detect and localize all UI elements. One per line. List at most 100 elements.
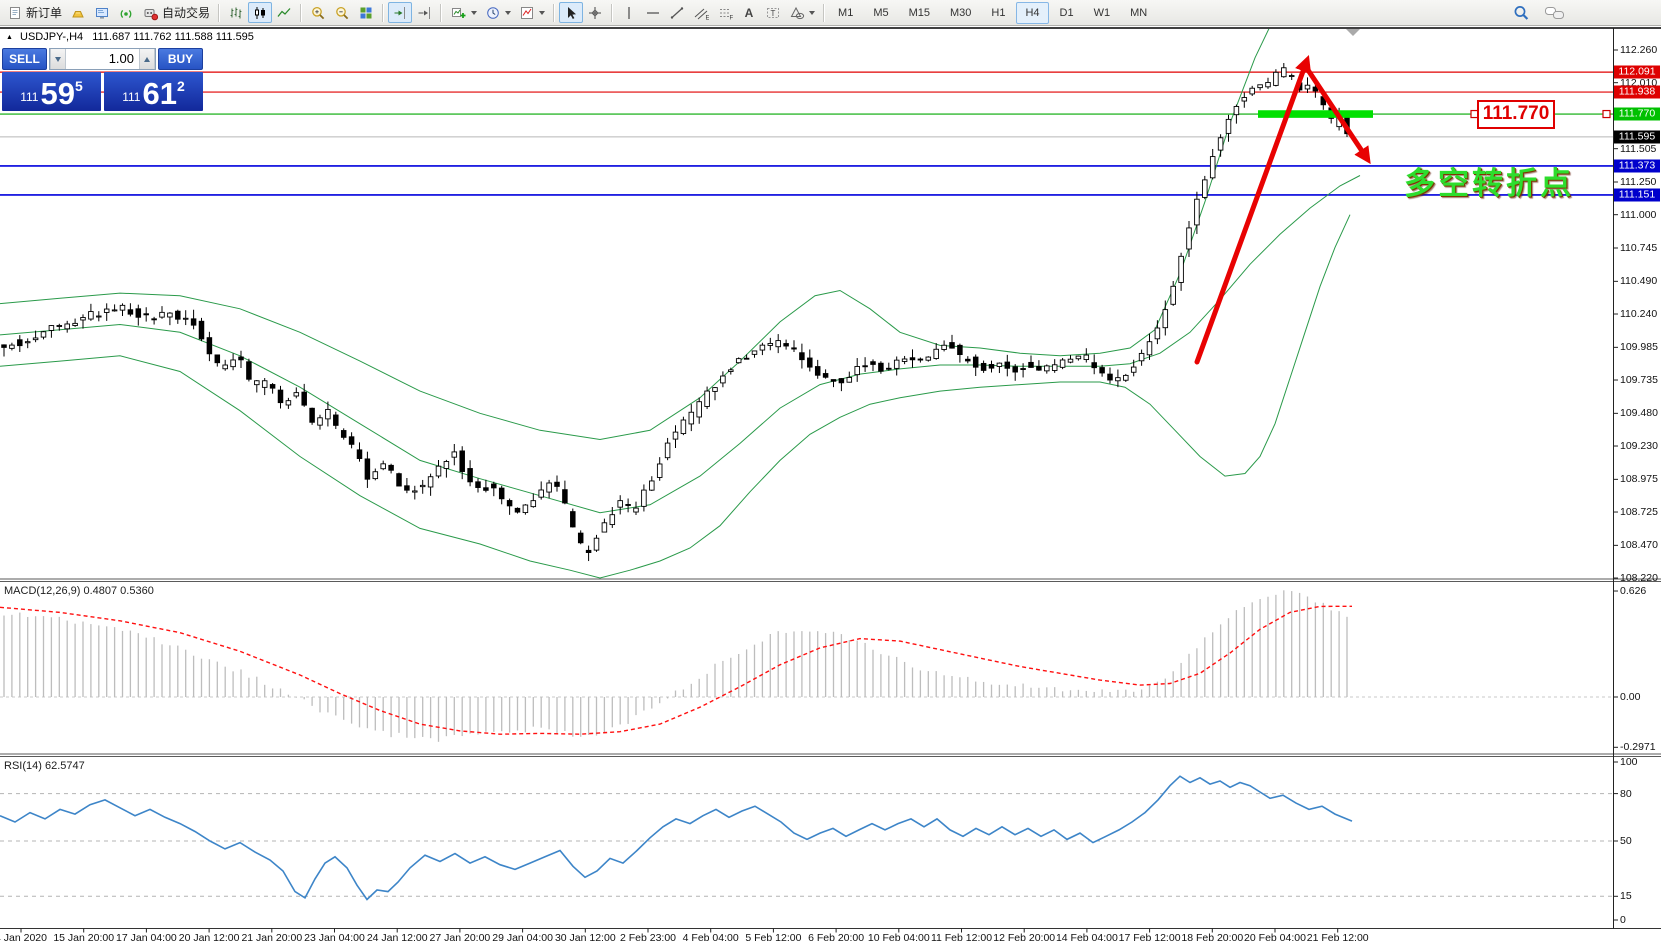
chart-symbol-period: USDJPY-,H4 [20,31,84,43]
candlestick-mode-button[interactable] [248,2,273,23]
rsi-scale-80: 80 [1620,787,1632,800]
window-triangle-icon: ▲ [6,34,13,41]
autotrading-icon [144,8,159,20]
terminal-button[interactable] [90,2,114,23]
line-chart-icon [277,7,291,17]
rsi-indicator-label: RSI(14) 62.5747 [4,760,85,772]
bollinger-lower [0,214,1351,579]
chat-icon[interactable] [1544,4,1566,22]
new-chart-button[interactable] [446,2,481,23]
vertical-line-tool-button[interactable] [617,2,641,23]
time-label-6: 24 Jan 12:00 [366,932,428,944]
signals-button[interactable] [114,2,138,23]
ask-price-panel[interactable]: 111 61 2 [104,72,203,111]
main-price-pane[interactable] [0,6,1613,579]
new-order-icon [10,6,20,19]
svg-text:E: E [706,15,710,21]
new-order-button[interactable]: 新订单 [3,2,66,23]
chart-title: ▲ USDJPY-,H4 111.687 111.762 111.588 111… [6,31,254,43]
ask-pip-digit: 2 [176,78,185,94]
search-icon[interactable] [1512,4,1530,22]
price-flag-111.595: 111.595 [1614,130,1660,144]
price-callout-box[interactable]: 111.770 [1477,100,1555,129]
macd-pane[interactable] [0,590,1613,742]
bid-price-panel[interactable]: 111 59 5 [2,72,101,111]
price-tick-108.470: 108.470 [1620,539,1658,552]
autotrading-button[interactable]: 自动交易 [138,2,214,23]
vertical-line-icon [628,6,630,19]
time-label-13: 6 Feb 20:00 [808,932,865,944]
new-order-label: 新订单 [26,6,63,20]
sell-button[interactable]: SELL [2,48,47,70]
text-label-tool-button[interactable]: T [761,2,785,23]
price-tick-109.985: 109.985 [1620,341,1658,354]
time-label-1: 15 Jan 20:00 [53,932,115,944]
rsi-scale-15: 15 [1620,890,1632,903]
timeframe-H1[interactable]: H1 [991,6,1006,19]
time-label-9: 30 Jan 12:00 [554,932,616,944]
volume-increase-button[interactable] [139,49,155,69]
bid-pip-digit: 5 [74,78,83,94]
toolbar-separator [823,3,826,22]
dropdown-caret-icon [471,10,478,15]
zoom-out-button[interactable] [330,2,354,23]
indicators-button[interactable] [515,2,549,23]
ask-big-digits: 61 [142,76,177,111]
arrow-up-icon [144,56,150,62]
svg-text:T: T [771,8,776,17]
text-tool-button[interactable]: A [737,2,761,23]
macd-scale-0.00: 0.00 [1620,691,1641,703]
zoom-in-button[interactable] [306,2,330,23]
time-label-21: 21 Feb 12:00 [1306,932,1369,944]
toolbar-separator [382,3,385,22]
bar-chart-mode-button[interactable] [224,2,248,23]
fibonacci-tool-button[interactable]: F [713,2,737,23]
cursor-icon [568,6,577,19]
volume-decrease-button[interactable] [50,49,66,69]
time-label-20: 20 Feb 04:00 [1244,932,1306,944]
trendline-tool-button[interactable] [665,2,689,23]
timeframe-M1[interactable]: M1 [838,6,854,19]
trend-arrow-up [1194,55,1312,365]
crosshair-tool-button[interactable] [583,2,607,23]
price-tick-109.230: 109.230 [1620,440,1658,453]
toolbar-separator [440,3,443,22]
timeframe-M30[interactable]: M30 [950,6,972,19]
one-click-trading-panel: SELL 1.00 BUY 111 59 5 111 61 2 [2,48,203,111]
line-handle [1602,109,1611,119]
timeframe-D1[interactable]: D1 [1059,6,1074,19]
volume-input[interactable]: 1.00 [108,51,134,66]
channel-tool-button[interactable]: E [689,2,713,23]
buy-button[interactable]: BUY [158,48,203,70]
timeframe-M15[interactable]: M15 [908,6,930,19]
time-label-4: 21 Jan 20:00 [241,932,303,944]
cursor-tool-button[interactable] [559,2,584,23]
timeframe-MN[interactable]: MN [1130,6,1148,19]
line-chart-mode-button[interactable] [272,2,296,23]
tile-windows-button[interactable] [354,2,378,23]
profiles-button[interactable] [481,2,515,23]
timeframe-H4[interactable]: H4 [1016,1,1049,24]
chart-ohlc-values: 111.687 111.762 111.588 111.595 [92,31,254,43]
time-label-15: 11 Feb 12:00 [930,932,993,944]
shapes-tool-button[interactable] [785,2,819,23]
timeframe-M5[interactable]: M5 [873,6,889,19]
time-label-3: 20 Jan 12:00 [178,932,240,944]
indicators-icon [521,6,534,19]
horizontal-line-tool-button[interactable] [641,2,665,23]
auto-scroll-button[interactable] [412,2,436,23]
chart-shift-icon [394,6,406,19]
horizontal-line-icon [647,11,660,14]
rsi-scale-0: 0 [1620,914,1626,926]
market-watch-button[interactable] [66,2,90,23]
timeframe-W1[interactable]: W1 [1093,6,1111,19]
price-tick-110.490: 110.490 [1620,275,1658,288]
price-tick-111.505: 111.505 [1620,142,1657,155]
price-tick-108.220: 108.220 [1620,572,1658,585]
tile-windows-icon [360,7,372,18]
rsi-pane[interactable] [0,775,1613,901]
price-flag-112.091: 112.091 [1614,65,1660,79]
chart-shift-button[interactable] [388,2,413,23]
